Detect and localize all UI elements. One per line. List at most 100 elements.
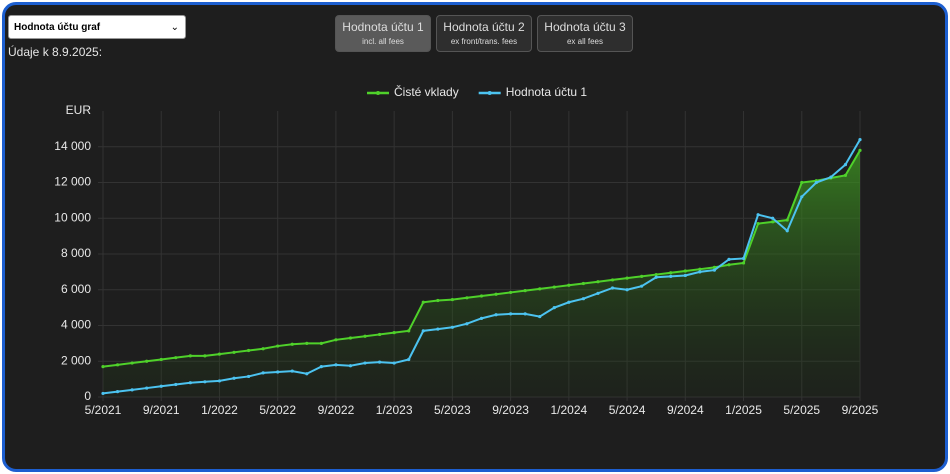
- point: [450, 297, 454, 302]
- button-title: Hodnota účtu 1: [342, 20, 424, 34]
- point: [596, 280, 600, 284]
- point: [494, 313, 498, 317]
- point: [538, 287, 542, 291]
- x-tick-label: 1/2024: [550, 403, 587, 417]
- point: [276, 370, 280, 374]
- point: [217, 352, 222, 356]
- point: [552, 306, 556, 310]
- area: [103, 150, 860, 397]
- x-tick-label: 1/2025: [725, 403, 762, 417]
- point: [756, 213, 760, 217]
- point: [785, 218, 789, 222]
- point: [232, 376, 236, 380]
- legend-dot: [487, 91, 492, 95]
- point: [203, 354, 207, 358]
- point: [392, 361, 396, 365]
- point: [509, 312, 513, 316]
- y-tick-label: 10 000: [54, 210, 91, 224]
- tab-button[interactable]: Hodnota účtu 2 ex front/trans. fees: [436, 15, 532, 52]
- point: [683, 273, 687, 278]
- point: [756, 222, 760, 226]
- x-tick-label: 5/2021: [85, 403, 122, 417]
- point: [348, 364, 353, 368]
- point: [523, 312, 527, 316]
- point: [305, 341, 309, 345]
- y-tick-label: 2 000: [61, 353, 91, 367]
- point: [581, 281, 586, 286]
- button-subtitle: ex front/trans. fees: [450, 37, 518, 46]
- point: [450, 325, 454, 329]
- point: [712, 265, 717, 270]
- point: [115, 390, 120, 394]
- point: [640, 284, 644, 288]
- point: [625, 288, 629, 292]
- point: [217, 379, 222, 383]
- point: [610, 278, 615, 282]
- point: [130, 361, 134, 365]
- tab-button[interactable]: Hodnota účtu 1 incl. all fees: [335, 15, 431, 52]
- point: [407, 357, 411, 362]
- point: [377, 332, 382, 337]
- point: [261, 347, 265, 351]
- x-tick-label: 9/2024: [667, 403, 704, 417]
- point: [465, 296, 469, 300]
- x-tick-label: 9/2022: [318, 403, 355, 417]
- point: [654, 272, 658, 277]
- point: [188, 354, 192, 358]
- chart: 0 2 000 4 000 6 000 8 000 10 000 12 000 14 000 E…: [54, 84, 879, 417]
- button-subtitle: incl. all fees: [362, 37, 404, 46]
- point: [421, 329, 425, 333]
- point: [741, 256, 746, 261]
- point: [305, 372, 309, 376]
- point: [276, 344, 280, 348]
- point: [640, 274, 644, 278]
- point: [552, 285, 556, 289]
- point: [610, 286, 615, 290]
- point: [654, 275, 658, 279]
- point: [698, 267, 702, 271]
- point: [843, 163, 848, 167]
- point: [581, 297, 586, 301]
- point: [741, 261, 746, 265]
- y-tick-label: 6 000: [61, 282, 91, 296]
- point: [421, 300, 425, 304]
- point: [771, 220, 775, 224]
- point: [479, 316, 484, 320]
- point: [246, 348, 251, 353]
- button-title: Hodnota účtu 2: [443, 20, 525, 34]
- tab-button[interactable]: Hodnota účtu 3 ex all fees: [537, 15, 633, 52]
- point: [436, 298, 440, 303]
- point: [771, 216, 775, 220]
- x-tick-label: 9/2025: [842, 403, 879, 417]
- point: [363, 361, 367, 365]
- y-tick-label: 8 000: [61, 246, 91, 260]
- point: [101, 365, 105, 369]
- point: [858, 138, 862, 142]
- point: [829, 175, 833, 179]
- point: [698, 270, 702, 274]
- point: [625, 276, 629, 280]
- point: [479, 294, 484, 298]
- point: [232, 350, 236, 354]
- point: [683, 269, 687, 273]
- x-tick-label: 5/2023: [434, 403, 471, 417]
- point: [523, 289, 527, 293]
- point: [246, 374, 251, 379]
- chart-select[interactable]: Hodnota účtu graf ⌄: [8, 15, 186, 39]
- point: [538, 314, 542, 319]
- point: [800, 180, 804, 185]
- point: [174, 382, 178, 387]
- select-text: Hodnota účtu graf: [14, 22, 101, 33]
- point: [145, 386, 149, 390]
- y-tick-label: 0: [84, 389, 91, 403]
- point: [465, 322, 469, 326]
- point: [814, 180, 818, 185]
- y-tick-label: 4 000: [61, 318, 91, 332]
- x-tick-label: 1/2023: [376, 403, 413, 417]
- point: [407, 329, 411, 333]
- x-tick-label: 5/2022: [259, 403, 296, 417]
- point: [494, 292, 498, 296]
- point: [130, 388, 134, 392]
- legend-dot: [376, 91, 380, 95]
- point: [727, 257, 731, 261]
